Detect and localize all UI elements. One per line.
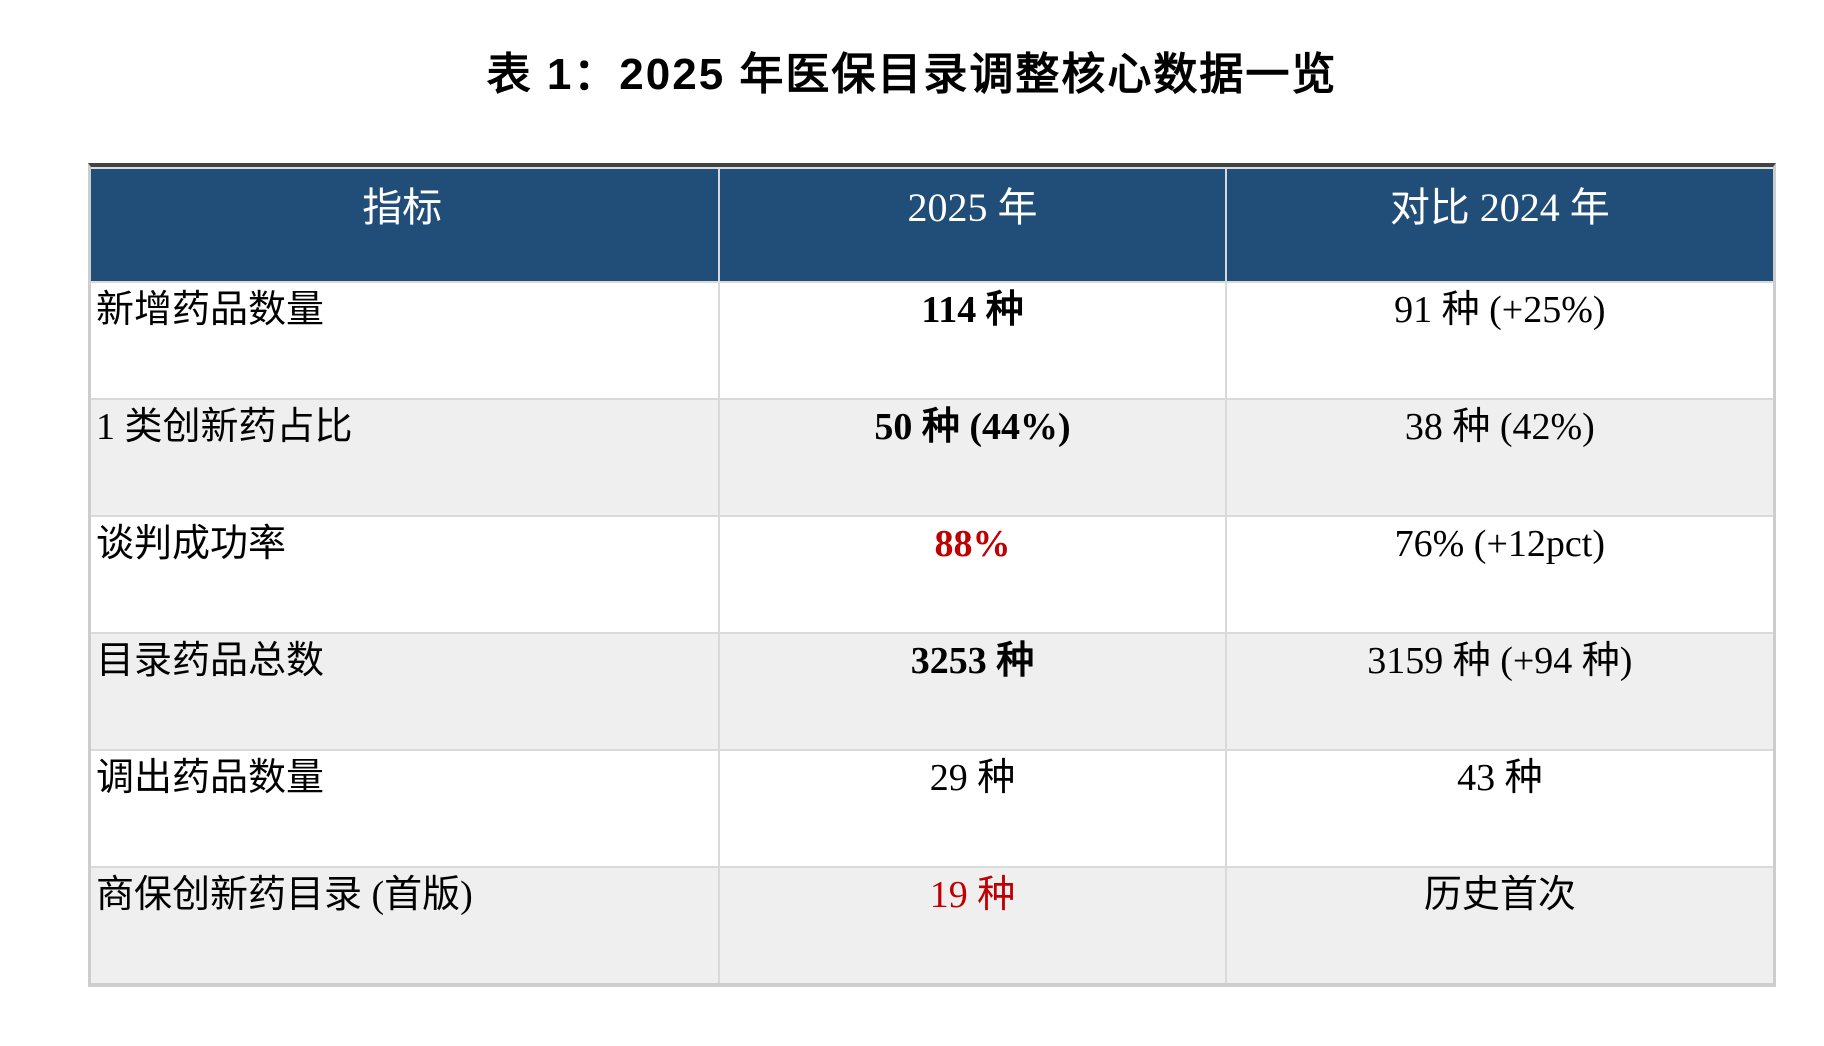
data-table: 指标 2025 年 对比 2024 年 新增药品数量 114 种 91 种 (+… [88, 163, 1776, 987]
table-row: 目录药品总数 3253 种 3159 种 (+94 种) [91, 632, 1773, 749]
table-row: 商保创新药目录 (首版) 19 种 历史首次 [91, 866, 1773, 983]
value-vs-2024-cell: 3159 种 (+94 种) [1224, 634, 1773, 749]
value-vs-2024-cell: 历史首次 [1224, 868, 1773, 983]
table-row: 新增药品数量 114 种 91 种 (+25%) [91, 281, 1773, 398]
indicator-cell: 商保创新药目录 (首版) [96, 874, 473, 916]
value-2025-cell: 88% [718, 517, 1224, 632]
value-2025-cell: 114 种 [718, 283, 1224, 398]
header-cell-vs-2024: 对比 2024 年 [1224, 169, 1773, 281]
value-vs-2024-cell: 43 种 [1224, 751, 1773, 866]
table-row: 1 类创新药占比 50 种 (44%) 38 种 (42%) [91, 398, 1773, 515]
header-cell-2025: 2025 年 [718, 169, 1224, 281]
value-2025-cell: 29 种 [718, 751, 1224, 866]
table-header-row: 指标 2025 年 对比 2024 年 [91, 167, 1773, 281]
header-cell-indicator: 指标 [362, 185, 443, 230]
value-2025-cell: 50 种 (44%) [718, 400, 1224, 515]
value-2025-cell: 19 种 [718, 868, 1224, 983]
indicator-cell: 调出药品数量 [96, 757, 325, 799]
value-vs-2024-cell: 76% (+12pct) [1224, 517, 1773, 632]
value-2025-cell: 3253 种 [718, 634, 1224, 749]
indicator-cell: 1 类创新药占比 [96, 406, 353, 448]
value-vs-2024-cell: 91 种 (+25%) [1224, 283, 1773, 398]
value-vs-2024-cell: 38 种 (42%) [1224, 400, 1773, 515]
table-row: 调出药品数量 29 种 43 种 [91, 749, 1773, 866]
page-title: 表 1：2025 年医保目录调整核心数据一览 [486, 50, 1338, 99]
indicator-cell: 新增药品数量 [96, 289, 325, 331]
indicator-cell: 目录药品总数 [96, 640, 325, 682]
table-row: 谈判成功率 88% 76% (+12pct) [91, 515, 1773, 632]
indicator-cell: 谈判成功率 [96, 523, 287, 565]
